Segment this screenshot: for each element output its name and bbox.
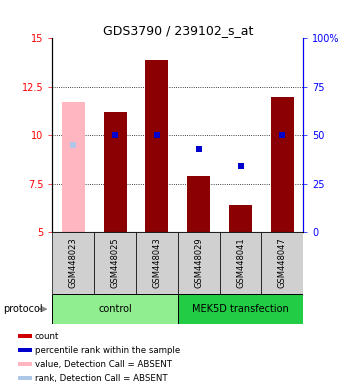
Text: GSM448023: GSM448023 (69, 238, 78, 288)
Bar (219, 232, 261, 294)
Point (196, 146, 201, 152)
Bar (52, 232, 94, 294)
Bar (94, 232, 136, 294)
Text: GSM448043: GSM448043 (152, 238, 161, 288)
Point (154, 132, 160, 139)
Point (70, 142, 76, 148)
Text: value, Detection Call = ABSENT: value, Detection Call = ABSENT (35, 360, 172, 369)
Point (112, 132, 118, 139)
Text: protocol: protocol (4, 304, 43, 314)
Bar (18, 334, 32, 338)
Text: percentile rank within the sample: percentile rank within the sample (35, 346, 180, 355)
Text: count: count (35, 332, 59, 341)
Point (238, 163, 243, 169)
Text: GSM448029: GSM448029 (194, 238, 203, 288)
Text: GSM448047: GSM448047 (278, 238, 287, 288)
Bar (62, 103, 85, 232)
Text: MEK5D transfection: MEK5D transfection (192, 304, 289, 314)
Title: GDS3790 / 239102_s_at: GDS3790 / 239102_s_at (103, 24, 253, 37)
Bar (145, 60, 168, 232)
Bar (52, 294, 178, 324)
Bar (178, 232, 219, 294)
Text: rank, Detection Call = ABSENT: rank, Detection Call = ABSENT (35, 374, 167, 383)
Text: GSM448041: GSM448041 (236, 238, 245, 288)
Bar (18, 362, 32, 366)
Bar (18, 376, 32, 380)
Bar (261, 232, 303, 294)
Point (279, 132, 285, 139)
Bar (178, 294, 303, 324)
Text: control: control (98, 304, 132, 314)
Bar (187, 176, 210, 232)
Bar (136, 232, 178, 294)
Bar (271, 96, 294, 232)
Bar (104, 112, 127, 232)
Text: GSM448025: GSM448025 (110, 238, 119, 288)
Bar (229, 205, 252, 232)
Bar (18, 348, 32, 352)
